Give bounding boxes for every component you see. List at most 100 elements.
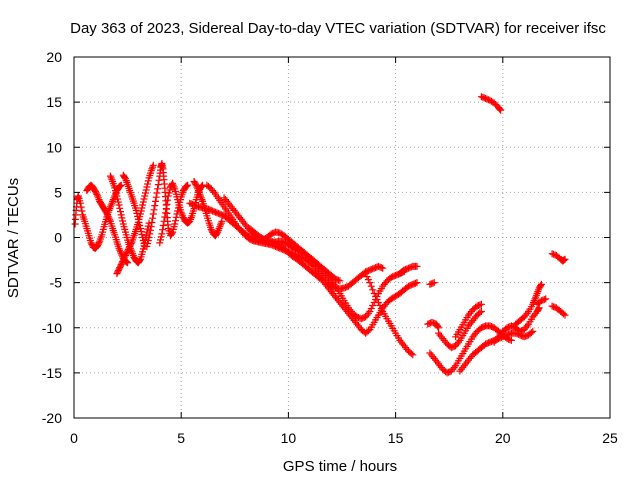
data-point: [125, 244, 133, 252]
data-point: [141, 192, 149, 200]
data-point: [152, 197, 159, 205]
data-point: [477, 308, 485, 315]
data-point: [127, 241, 134, 249]
x-tick-label: 25: [602, 430, 618, 446]
data-point: [114, 268, 122, 276]
data-point: [104, 213, 112, 221]
data-point: [115, 201, 123, 209]
series-trace-n: [396, 262, 421, 278]
data-point: [561, 255, 569, 263]
data-point: [144, 237, 152, 244]
data-point: [133, 209, 141, 217]
data-point: [145, 234, 153, 241]
series-trace-w: [533, 295, 550, 308]
data-point: [123, 249, 131, 256]
data-point: [136, 222, 144, 229]
data-point: [118, 214, 126, 222]
data-point: [132, 206, 140, 214]
x-tick-label: 15: [388, 430, 404, 446]
series-trace-m: [362, 270, 417, 359]
series-trace-p: [424, 318, 442, 332]
data-point: [477, 300, 485, 308]
data-point: [366, 279, 374, 287]
series-trace-u: [490, 304, 543, 346]
data-point: [162, 209, 169, 217]
y-tick-label: -10: [42, 320, 62, 336]
series-trace-h: [190, 178, 226, 240]
series-trace-x: [548, 302, 569, 319]
data-point: [148, 165, 156, 173]
data-point: [154, 181, 162, 189]
data-point: [122, 250, 130, 258]
data-point: [76, 199, 84, 207]
data-point: [560, 310, 567, 318]
data-point: [121, 253, 129, 261]
data-point: [159, 226, 167, 234]
data-point: [529, 327, 537, 335]
data-point: [139, 201, 147, 209]
data-point: [497, 106, 505, 114]
series-trace-o: [426, 279, 438, 288]
chart-title: Day 363 of 2023, Sidereal Day-to-day VTE…: [70, 20, 606, 37]
data-point: [164, 196, 172, 204]
data-point: [507, 336, 515, 344]
y-tick-label: 10: [46, 139, 62, 155]
y-tick-label: -15: [42, 365, 62, 381]
data-point: [113, 270, 121, 278]
data-point: [430, 279, 438, 287]
data-point: [135, 219, 143, 226]
data-point: [166, 186, 174, 194]
data-point: [527, 329, 535, 337]
data-point: [78, 207, 86, 215]
data-point: [139, 198, 147, 206]
data-point: [149, 214, 157, 222]
series-trace-r: [435, 308, 485, 352]
data-point: [149, 163, 157, 171]
data-point: [142, 186, 150, 194]
data-point: [103, 210, 111, 218]
data-point: [374, 299, 382, 306]
series-trace-z: [477, 93, 505, 114]
data-point: [537, 280, 545, 288]
data-point: [379, 264, 387, 272]
data-point: [114, 267, 122, 275]
y-tick-label: 5: [54, 184, 62, 200]
data-point: [146, 230, 154, 238]
series-trace-g: [156, 179, 207, 247]
data-point: [149, 210, 157, 218]
data-point: [115, 265, 123, 273]
y-tick-label: 0: [54, 230, 62, 246]
series-trace-y: [548, 250, 569, 265]
data-point: [116, 264, 124, 272]
data-point: [376, 302, 384, 309]
axis-ticks: 0 5 10 15 20 25 -20 -15 -10 -5 0 5 10 15 20: [42, 49, 618, 446]
data-point: [369, 286, 377, 294]
data-point: [104, 211, 112, 219]
data-point: [164, 192, 172, 200]
data-point: [208, 227, 216, 235]
data-point: [143, 243, 151, 250]
data-point: [150, 206, 158, 214]
data-point: [151, 202, 159, 210]
data-point: [116, 204, 124, 212]
data-point: [117, 181, 125, 189]
data-point: [114, 195, 122, 203]
data-point: [148, 219, 156, 226]
data-point: [168, 229, 176, 237]
data-point: [92, 189, 100, 197]
data-point: [147, 226, 154, 234]
data-point: [362, 270, 370, 278]
series-trace-i: [186, 199, 387, 293]
data-point: [121, 174, 129, 182]
data-point: [137, 228, 145, 235]
data-point: [114, 198, 122, 206]
data-point: [171, 220, 179, 228]
data-point: [364, 276, 372, 284]
data-point: [144, 240, 152, 247]
data-point: [108, 176, 116, 184]
data-point: [77, 203, 85, 211]
series-trace-t: [456, 327, 537, 375]
data-point: [160, 217, 168, 225]
series-trace-d: [113, 161, 157, 278]
data-point: [137, 225, 144, 232]
